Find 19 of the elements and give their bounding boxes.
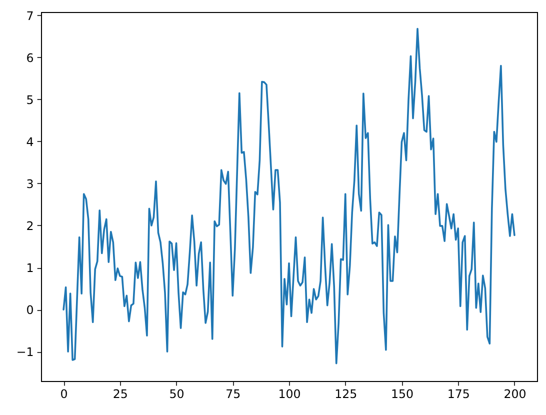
x-tick-label: 125 bbox=[334, 387, 358, 402]
y-tick-label: 1 bbox=[26, 261, 34, 276]
x-tick-label: 175 bbox=[447, 387, 470, 402]
y-tick-label: 3 bbox=[26, 176, 34, 191]
x-tick-label: 200 bbox=[504, 387, 526, 402]
y-tick-label: 7 bbox=[26, 8, 34, 23]
line-series bbox=[62, 28, 516, 364]
x-tick-label: 100 bbox=[278, 387, 301, 402]
y-tick-label: 4 bbox=[26, 134, 34, 149]
x-tick-label: 150 bbox=[390, 387, 414, 402]
x-tick-label: 25 bbox=[112, 387, 128, 402]
y-tick-label: −1 bbox=[16, 345, 34, 360]
y-tick-label: 5 bbox=[26, 92, 34, 107]
x-tick-label: 75 bbox=[226, 387, 241, 402]
y-tick-label: 6 bbox=[26, 50, 34, 65]
x-tick-label: 0 bbox=[60, 387, 68, 402]
y-tick-label: 2 bbox=[26, 219, 34, 233]
y-tick-label: 0 bbox=[26, 303, 34, 318]
x-tick-label: 50 bbox=[169, 387, 184, 402]
